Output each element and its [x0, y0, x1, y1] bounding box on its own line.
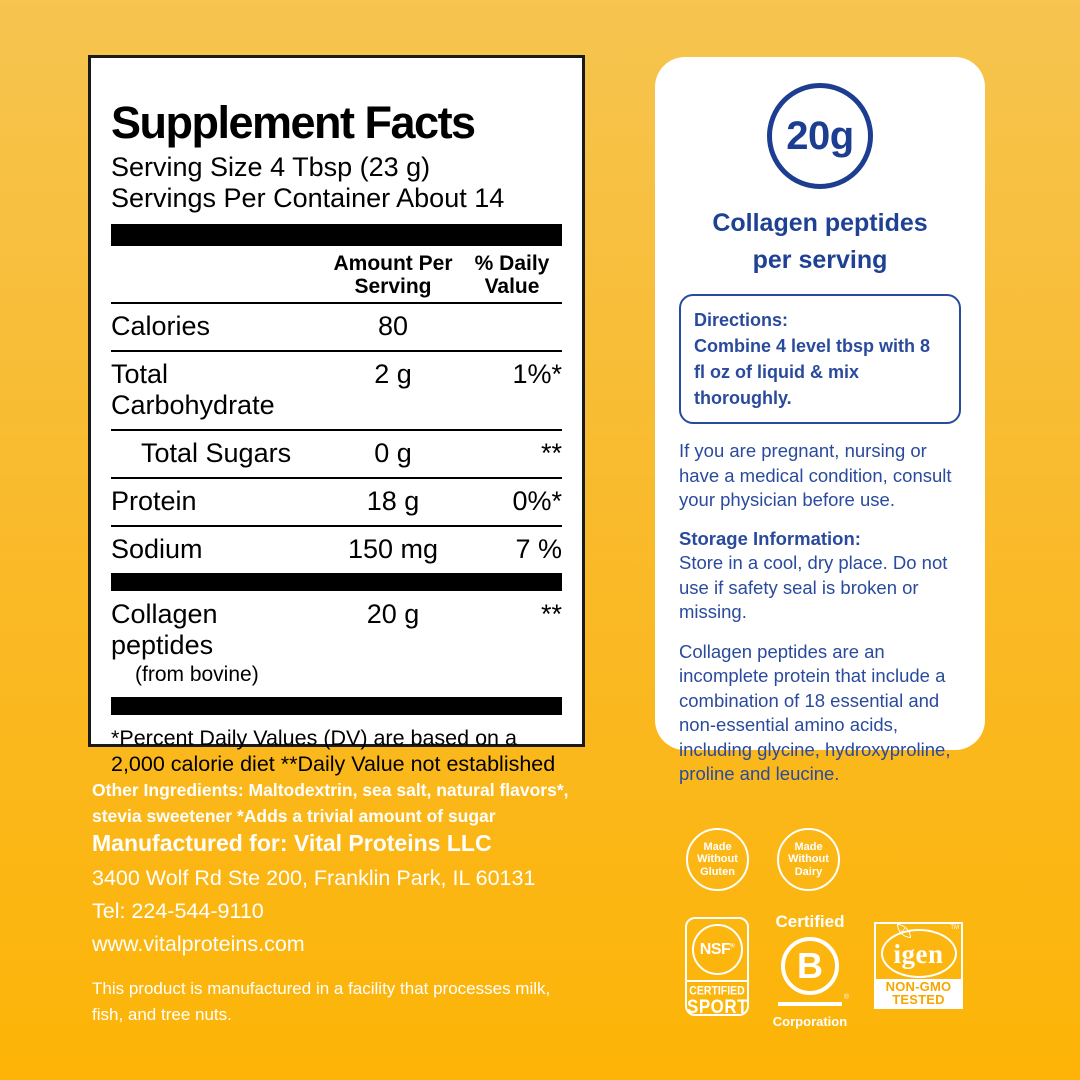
divider-bar-thick: [111, 224, 562, 246]
divider-bar-mid: [111, 697, 562, 715]
servings-per-container: Servings Per Container About 14: [111, 183, 505, 213]
headline-line1: Collagen peptides: [712, 209, 928, 237]
serving-size: Serving Size 4 Tbsp (23 g): [111, 152, 431, 182]
directions-box: Directions: Combine 4 level tbsp with 8 …: [679, 294, 961, 424]
collagen-name: Collagen peptides: [111, 599, 218, 660]
directions-body: Combine 4 level tbsp with 8 fl oz of liq…: [694, 336, 931, 408]
nutrient-amount: 2 g: [374, 359, 412, 389]
table-row: Protein 18 g 0%*: [111, 479, 562, 527]
nutrient-amount: 20 g: [366, 599, 420, 629]
collagen-highlight-card: 20g Collagen peptides per serving Direct…: [655, 57, 985, 784]
nsf-certified-sport-badge: NSF® CERTIFIED SPORT: [685, 917, 749, 1018]
pregnancy-notice: If you are pregnant, nursing or have a m…: [679, 440, 952, 510]
badge-line: Made: [703, 840, 732, 853]
registered-mark: ®: [843, 994, 849, 1001]
table-row: Sodium 150 mg 7 %: [111, 527, 562, 573]
nsf-divider: [687, 980, 747, 982]
bcorp-certified-text: Certified: [775, 912, 845, 931]
manufacturer-address-block: 3400 Wolf Rd Ste 200, Franklin Park, IL …: [92, 862, 535, 961]
directions-label: Directions:: [694, 310, 789, 330]
badge-line: Without: [697, 853, 738, 866]
registered-mark: ®: [730, 943, 735, 950]
badge-line: Made: [794, 840, 823, 853]
igen-word: igen: [893, 939, 944, 969]
igen-non-gmo-band: NON-GMO TESTED: [876, 979, 961, 1007]
bcorp-logo-icon: B: [781, 937, 839, 995]
nsf-certified-text: CERTIFIED: [689, 984, 745, 998]
nutrient-amount: 18 g: [366, 486, 420, 516]
divider-bar-mid: [111, 573, 562, 591]
amount-ring: 20g: [767, 83, 873, 189]
nutrient-dv: **: [540, 599, 562, 629]
amount-header-line2: Serving: [354, 275, 432, 298]
allergen-notice: This product is manufactured in a facili…: [92, 979, 551, 1024]
trademark-mark: TM: [950, 925, 959, 931]
collagen-peptides-row: Collagen peptides (from bovine) 20 g **: [111, 591, 562, 697]
website-line: www.vitalproteins.com: [92, 932, 305, 956]
bcorp-underline: ®: [778, 994, 849, 1006]
storage-label: Storage Information:: [679, 527, 861, 549]
badge-line: Dairy: [794, 865, 823, 878]
tested-text: TESTED: [892, 992, 945, 1007]
non-gmo-text: NON-GMO: [885, 979, 952, 994]
nutrient-name: Total Sugars: [141, 438, 292, 468]
igen-logo-icon: ✓ igen: [880, 924, 957, 978]
collagen-info: Collagen peptides are an incomplete prot…: [679, 640, 951, 785]
badge-line: Gluten: [700, 865, 735, 878]
nutrient-name: Collagen peptides (from bovine): [111, 599, 324, 687]
nutrient-name: Total Carbohydrate: [111, 359, 275, 420]
leaf-icon: ✓: [896, 924, 911, 938]
bcorp-letter: B: [797, 945, 823, 986]
made-without-gluten-badge: Made Without Gluten: [686, 828, 749, 891]
manufactured-for: Manufactured for: Vital Proteins LLC: [92, 830, 492, 856]
nutrient-amount: 0 g: [374, 438, 412, 468]
headline-line2: per serving: [752, 246, 888, 274]
dv-header-line2: Value: [484, 275, 540, 298]
nutrient-dv: 1%*: [512, 359, 562, 389]
other-ingredients: Other Ingredients: Maltodextrin, sea sal…: [92, 780, 569, 826]
daily-value-footnote: *Percent Daily Values (DV) are based on …: [111, 726, 556, 776]
amount-per-serving-header: Amount Per Serving: [324, 252, 462, 298]
b-corporation-badge: Certified B ® Corporation: [772, 912, 849, 1029]
collagen-source: (from bovine): [135, 663, 259, 686]
nutrient-amount: 150 mg: [347, 534, 439, 564]
nutrient-name: Calories: [111, 311, 211, 341]
bcorp-corporation-text: Corporation: [772, 1014, 848, 1029]
nsf-logo-icon: NSF®: [691, 924, 743, 975]
nutrient-dv: **: [540, 438, 562, 468]
storage-body: Store in a cool, dry place. Do not use i…: [679, 552, 948, 622]
amount-header-line1: Amount Per: [333, 252, 453, 275]
nutrient-name: Sodium: [111, 534, 203, 564]
table-row: Total Carbohydrate 2 g 1%*: [111, 352, 562, 431]
supplement-facts-panel: Supplement Facts Serving Size 4 Tbsp (23…: [88, 55, 585, 776]
nutrient-amount: 80: [377, 311, 409, 341]
address-line: 3400 Wolf Rd Ste 200, Franklin Park, IL …: [92, 866, 536, 890]
table-row: Total Sugars 0 g **: [111, 431, 562, 479]
igen-non-gmo-badge: TM ✓ igen NON-GMO TESTED: [874, 922, 963, 1009]
nutrient-dv: 7 %: [515, 534, 562, 564]
card-headline: Collagen peptides per serving: [679, 205, 961, 279]
phone-line: Tel: 224-544-9110: [92, 899, 264, 923]
supplement-facts-title: Supplement Facts: [111, 97, 476, 148]
made-without-dairy-badge: Made Without Dairy: [777, 828, 840, 891]
facts-column-header: Amount Per Serving % Daily Value: [111, 246, 562, 304]
nutrient-name: Protein: [111, 486, 197, 516]
badge-line: Without: [788, 853, 829, 866]
table-row: Calories 80: [111, 304, 562, 352]
nsf-sport-text: SPORT: [687, 995, 749, 1018]
dv-header-line1: % Daily: [474, 252, 550, 275]
daily-value-header: % Daily Value: [462, 252, 562, 298]
leaf-check: ✓: [900, 926, 907, 935]
collagen-amount: 20g: [786, 113, 854, 158]
nsf-logo-text: NSF®: [699, 940, 735, 958]
nutrient-dv: 0%*: [512, 486, 562, 516]
